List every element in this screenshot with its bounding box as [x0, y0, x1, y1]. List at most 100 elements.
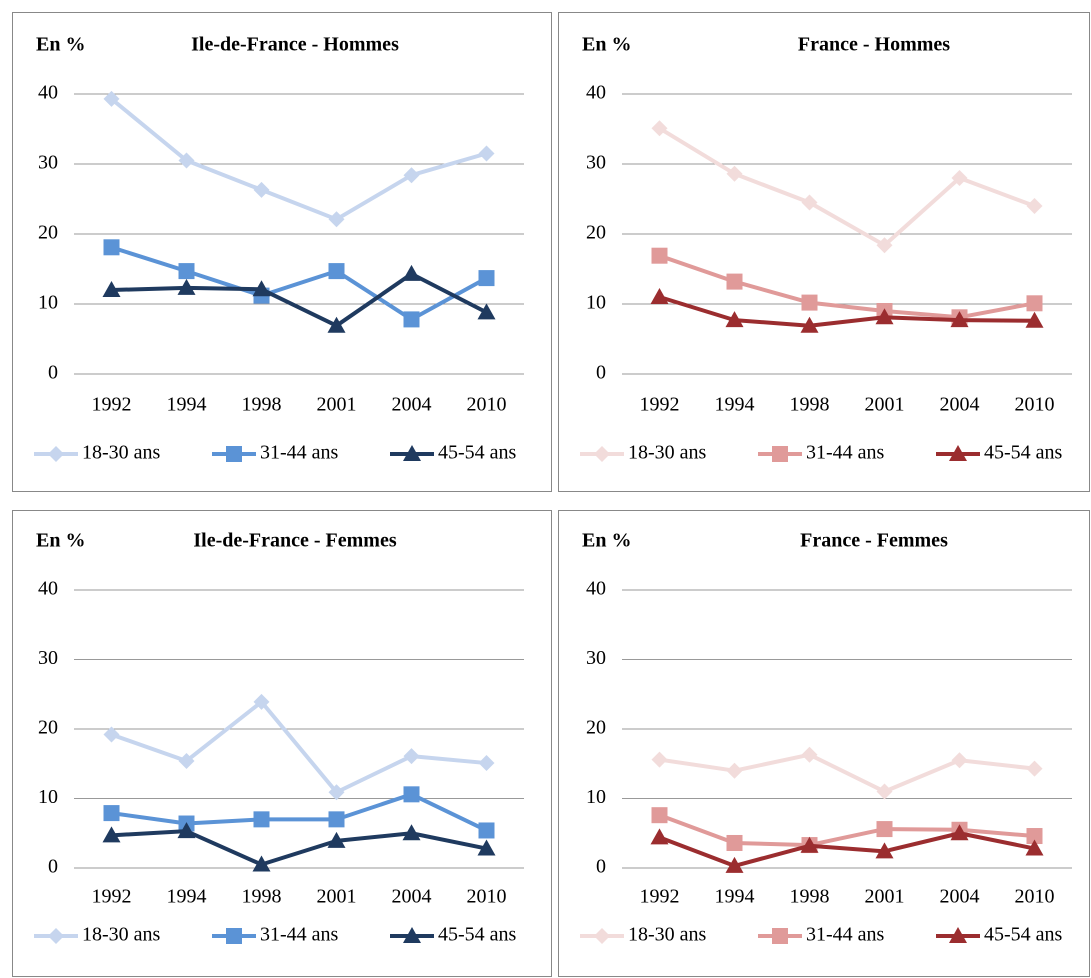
x-tick-label: 1994	[715, 394, 755, 416]
x-tick-label: 1998	[790, 886, 830, 908]
marker	[800, 316, 819, 333]
legend-label: 18-30 ans	[82, 924, 161, 946]
marker	[102, 826, 121, 843]
y-tick-label: 20	[38, 717, 58, 739]
legend-label: 45-54 ans	[438, 442, 517, 464]
legend-label: 31-44 ans	[806, 442, 885, 464]
marker	[403, 311, 420, 328]
x-tick-label: 1998	[242, 886, 282, 908]
marker	[253, 181, 270, 198]
y-axis-label: En %	[36, 530, 85, 552]
marker	[726, 165, 743, 182]
y-tick-label: 0	[596, 362, 606, 384]
marker	[651, 120, 668, 137]
y-tick-label: 10	[586, 292, 606, 314]
chart-title: Ile-de-France - Femmes	[193, 530, 396, 552]
marker	[103, 239, 120, 256]
marker	[650, 828, 669, 845]
marker	[801, 194, 818, 211]
y-tick-label: 40	[38, 82, 58, 104]
marker	[726, 834, 743, 851]
legend-label: 18-30 ans	[628, 442, 707, 464]
data-line	[111, 829, 487, 867]
chart-title: France - Hommes	[798, 34, 950, 56]
marker	[327, 316, 346, 333]
x-tick-label: 1994	[715, 886, 755, 908]
marker	[178, 263, 195, 280]
legend-marker	[226, 928, 242, 944]
y-tick-label: 20	[586, 222, 606, 244]
marker	[402, 824, 421, 841]
y-tick-label: 40	[38, 578, 58, 600]
marker	[478, 755, 495, 772]
x-tick-label: 1998	[242, 394, 282, 416]
marker	[801, 294, 818, 311]
legend-marker	[226, 446, 242, 462]
marker	[328, 811, 345, 828]
data-line	[658, 295, 1035, 328]
legend-marker	[48, 446, 64, 462]
marker	[403, 786, 420, 803]
panel-border	[558, 510, 1090, 977]
marker	[177, 278, 196, 295]
x-tick-label: 1994	[167, 886, 207, 908]
marker	[478, 145, 495, 162]
chart-panel: France - Femmes En % 0 10 20 30 40 1992 1994 1998…	[558, 510, 1090, 977]
marker	[103, 726, 120, 743]
data-line	[110, 97, 488, 222]
x-tick-label: 2010	[1015, 394, 1055, 416]
legend-marker	[772, 928, 788, 944]
marker	[725, 311, 744, 328]
y-tick-label: 0	[48, 362, 58, 384]
marker	[253, 693, 270, 710]
y-tick-label: 20	[38, 222, 58, 244]
panel-border	[12, 510, 552, 977]
marker	[651, 751, 668, 768]
x-tick-label: 2001	[865, 394, 905, 416]
marker	[950, 311, 969, 328]
marker	[102, 281, 121, 297]
y-tick-label: 0	[596, 856, 606, 878]
marker	[1025, 311, 1044, 328]
marker	[951, 170, 968, 186]
marker	[478, 270, 495, 287]
marker	[800, 836, 819, 853]
x-tick-label: 2004	[392, 394, 432, 416]
y-tick-label: 0	[48, 856, 58, 878]
marker	[477, 839, 496, 856]
marker	[650, 288, 669, 304]
marker	[328, 211, 345, 228]
x-tick-label: 2004	[940, 886, 980, 908]
legend-label: 18-30 ans	[82, 442, 161, 464]
marker	[328, 784, 345, 801]
y-tick-label: 20	[586, 717, 606, 739]
marker	[1026, 828, 1043, 845]
chart-panel: Ile-de-France - Hommes En % 0 10 20 30 40 1992 1…	[12, 12, 552, 492]
marker	[651, 807, 668, 824]
legend-marker	[48, 928, 64, 944]
marker	[1026, 295, 1043, 312]
marker	[252, 855, 271, 872]
data-line	[658, 253, 1035, 320]
legend-marker	[949, 445, 967, 461]
marker	[402, 264, 421, 281]
y-axis-label: En %	[582, 34, 631, 56]
legend-label: 18-30 ans	[628, 924, 707, 946]
data-line	[111, 792, 488, 833]
marker	[876, 821, 893, 838]
data-line	[110, 245, 488, 322]
y-axis-label: En %	[36, 34, 85, 56]
marker	[328, 263, 345, 280]
marker	[477, 303, 496, 320]
marker	[876, 783, 893, 800]
y-tick-label: 30	[586, 647, 606, 669]
x-tick-label: 2001	[317, 394, 357, 416]
legend-marker	[772, 446, 788, 462]
data-line	[658, 126, 1036, 248]
x-tick-label: 2010	[1015, 886, 1055, 908]
x-tick-label: 1992	[640, 886, 680, 908]
marker	[253, 811, 270, 828]
marker	[327, 831, 346, 848]
chart-panel: France - Hommes En % 0 10 20 30 40 1992 1994 1998…	[558, 12, 1090, 492]
